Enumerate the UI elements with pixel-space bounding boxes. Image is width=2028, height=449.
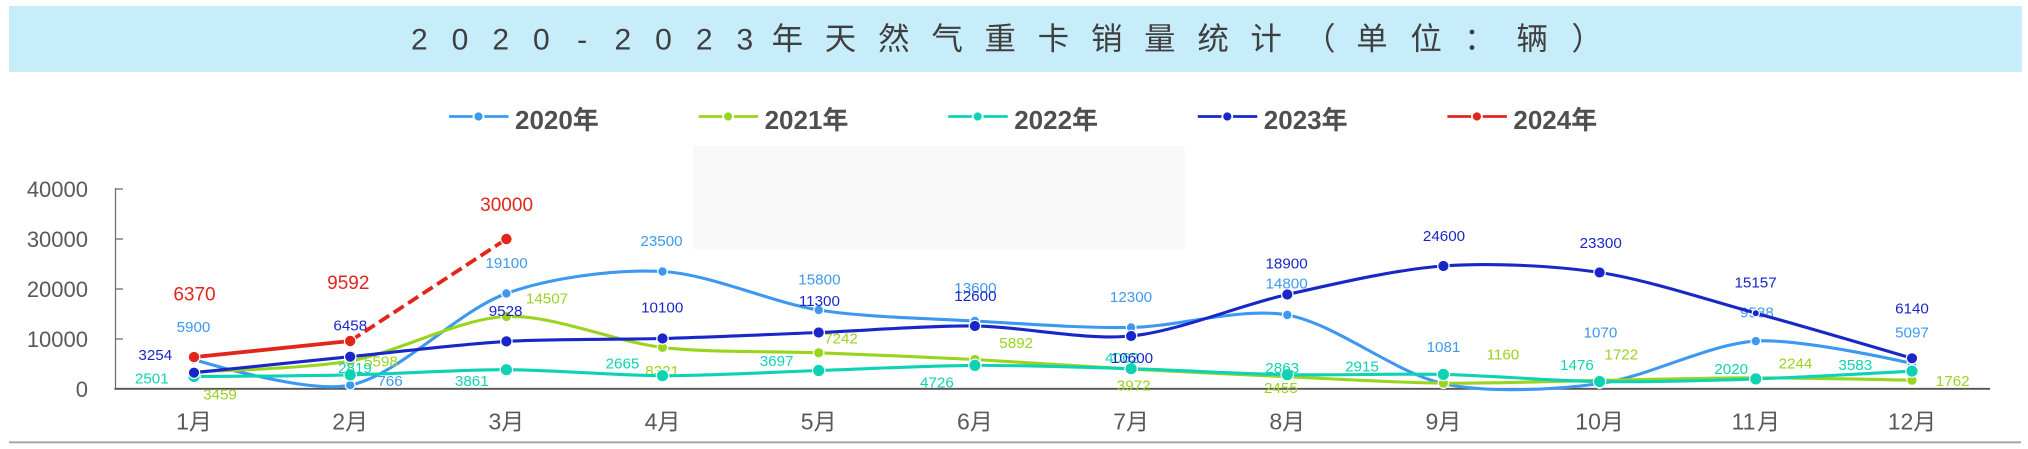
svg-text:14507: 14507 — [526, 290, 568, 307]
svg-text:10: 10 — [1575, 409, 1601, 435]
svg-text:0: 0 — [452, 24, 469, 57]
svg-text:3459: 3459 — [203, 386, 237, 403]
svg-text:3: 3 — [489, 409, 502, 435]
svg-text:10600: 10600 — [1111, 350, 1153, 367]
svg-text:2024: 2024 — [1513, 105, 1571, 135]
svg-text:3254: 3254 — [138, 347, 172, 364]
svg-text:1476: 1476 — [1560, 357, 1594, 374]
svg-text:9: 9 — [1426, 409, 1439, 435]
svg-text:2819: 2819 — [338, 360, 372, 377]
svg-text:2455: 2455 — [1264, 380, 1298, 397]
svg-text:30000: 30000 — [27, 227, 88, 252]
svg-text:4726: 4726 — [920, 375, 954, 392]
svg-text:2: 2 — [614, 24, 631, 57]
svg-text:0: 0 — [655, 24, 672, 57]
svg-text:12: 12 — [1888, 409, 1914, 435]
svg-text:2020: 2020 — [1714, 361, 1748, 378]
svg-text:2665: 2665 — [606, 356, 640, 373]
svg-text:3583: 3583 — [1838, 357, 1872, 374]
svg-text:5097: 5097 — [1895, 324, 1929, 341]
svg-text:4062: 4062 — [1105, 350, 1139, 367]
svg-text:11300: 11300 — [799, 293, 840, 310]
svg-text:4: 4 — [645, 409, 658, 435]
svg-text:2020: 2020 — [515, 105, 573, 135]
svg-text:6458: 6458 — [333, 317, 367, 334]
svg-text:18900: 18900 — [1265, 256, 1307, 273]
svg-text:2: 2 — [696, 24, 713, 57]
svg-text:3: 3 — [737, 24, 754, 57]
svg-text:30000: 30000 — [480, 195, 533, 216]
svg-text:10000: 10000 — [27, 327, 88, 352]
svg-text:8: 8 — [1269, 409, 1282, 435]
svg-text:6140: 6140 — [1895, 300, 1929, 317]
svg-text:2022: 2022 — [1014, 105, 1072, 135]
svg-text:6370: 6370 — [173, 285, 215, 306]
svg-text:9528: 9528 — [489, 303, 523, 320]
svg-text:23500: 23500 — [640, 233, 682, 250]
svg-text:10100: 10100 — [641, 300, 683, 317]
svg-text:11: 11 — [1732, 409, 1756, 435]
svg-text:5892: 5892 — [999, 335, 1033, 352]
svg-text:7242: 7242 — [824, 330, 858, 347]
svg-text:2915: 2915 — [1345, 359, 1379, 376]
svg-text:23300: 23300 — [1580, 235, 1622, 252]
svg-text:7: 7 — [1113, 409, 1126, 435]
svg-text:40000: 40000 — [27, 177, 88, 202]
svg-text:1: 1 — [176, 409, 189, 435]
svg-text:-: - — [577, 24, 587, 57]
svg-text:13600: 13600 — [954, 280, 996, 297]
svg-text:1762: 1762 — [1936, 373, 1970, 390]
svg-text:2: 2 — [411, 24, 428, 57]
svg-text:2021: 2021 — [765, 105, 823, 135]
svg-text:1070: 1070 — [1584, 324, 1618, 341]
svg-text:766: 766 — [377, 373, 402, 390]
svg-text:5598: 5598 — [364, 354, 398, 371]
svg-text:2863: 2863 — [1265, 360, 1299, 377]
svg-text:5: 5 — [801, 409, 814, 435]
svg-text:20000: 20000 — [27, 277, 88, 302]
svg-text:0: 0 — [533, 24, 550, 57]
svg-text:12600: 12600 — [954, 288, 996, 305]
svg-text:24600: 24600 — [1423, 228, 1465, 245]
svg-text:2: 2 — [332, 409, 345, 435]
svg-text:5900: 5900 — [177, 319, 211, 336]
svg-text:2244: 2244 — [1779, 355, 1813, 372]
svg-text:3861: 3861 — [455, 373, 489, 390]
svg-text:15157: 15157 — [1734, 274, 1776, 291]
svg-text:3972: 3972 — [1117, 378, 1151, 395]
svg-text:6: 6 — [957, 409, 970, 435]
svg-text:15800: 15800 — [798, 272, 840, 289]
svg-text:9592: 9592 — [327, 273, 369, 294]
svg-text:2: 2 — [492, 24, 509, 57]
svg-text:2501: 2501 — [135, 370, 169, 387]
svg-text:1081: 1081 — [1427, 339, 1461, 356]
svg-text:1722: 1722 — [1604, 347, 1638, 364]
svg-text:19100: 19100 — [485, 255, 527, 272]
svg-text:3697: 3697 — [760, 353, 794, 370]
svg-text:1160: 1160 — [1487, 347, 1520, 364]
svg-text:0: 0 — [76, 377, 88, 402]
svg-text:12300: 12300 — [1110, 289, 1152, 306]
svg-text:2023: 2023 — [1264, 105, 1322, 135]
svg-text:14800: 14800 — [1265, 276, 1307, 293]
